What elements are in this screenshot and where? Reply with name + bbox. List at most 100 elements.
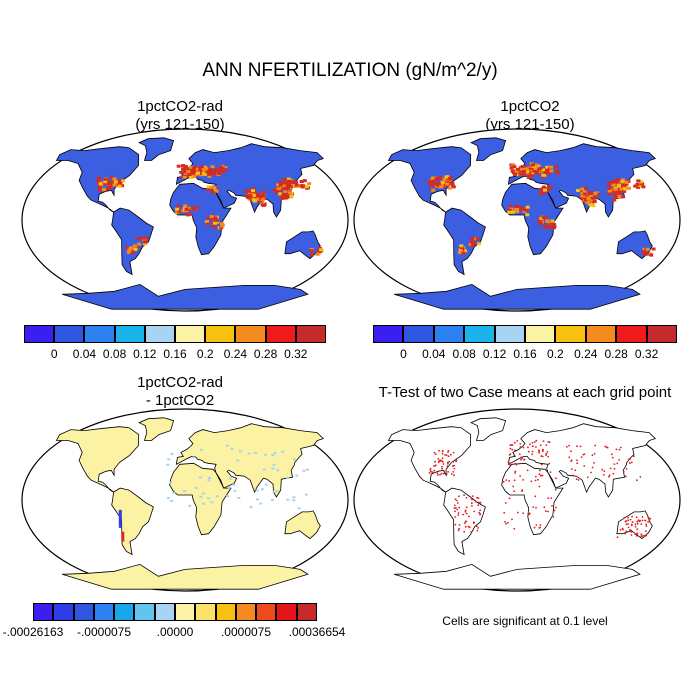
hotspot-cell	[215, 226, 220, 230]
colorbar-swatch	[24, 325, 55, 343]
hotspot-cell	[582, 192, 587, 196]
hotspot-cell	[180, 175, 185, 179]
significance-dot	[621, 527, 624, 530]
significance-dot	[454, 504, 456, 507]
hotspot-cell	[200, 165, 204, 169]
diff-cell	[271, 499, 274, 501]
diff-cell	[292, 458, 296, 461]
hotspot-cell	[617, 195, 622, 198]
significance-dot	[547, 497, 550, 499]
significance-dot	[452, 451, 455, 454]
hotspot-cell	[198, 167, 203, 171]
hotspot-cell	[607, 192, 611, 196]
hotspot-cell	[534, 170, 539, 174]
diff-cell	[199, 495, 203, 498]
diff-cell	[264, 483, 268, 486]
significance-dot	[591, 454, 594, 457]
significance-dot	[462, 513, 465, 516]
hotspot-cell	[459, 246, 464, 250]
significance-dot	[508, 480, 510, 482]
significance-dot	[507, 521, 509, 524]
diff-cell	[202, 502, 205, 505]
hotspot-cell	[517, 170, 522, 174]
significance-dot	[479, 509, 482, 512]
hotspot-cell	[463, 249, 468, 253]
significance-dot	[593, 452, 596, 455]
hotspot-cell	[580, 191, 585, 195]
hotspot-cell	[299, 180, 304, 183]
significance-dot	[572, 474, 574, 477]
significance-dot	[431, 471, 434, 474]
hotspot-cell	[515, 167, 520, 171]
significance-dot	[634, 525, 637, 528]
hotspot-cell	[545, 223, 550, 227]
significance-dot	[450, 473, 453, 475]
significance-dot	[616, 462, 619, 465]
hotspot-cell	[521, 172, 526, 176]
hotspot-cell	[204, 220, 209, 224]
significance-dot	[513, 441, 516, 444]
hotspot-cell	[641, 185, 646, 189]
hotspot-cell	[458, 248, 463, 252]
significance-dot	[535, 439, 538, 442]
significance-dot	[645, 525, 648, 527]
significance-dot	[645, 530, 647, 532]
significance-dot	[458, 506, 461, 509]
significance-dot	[522, 479, 524, 481]
panel-3-title-line2: - 1pctCO2	[145, 392, 215, 409]
significance-dot	[550, 497, 553, 499]
colorbar-tick-label: 0.08	[452, 347, 476, 361]
hotspot-cell	[613, 188, 618, 192]
significance-dot	[519, 443, 522, 445]
hotspot-cell	[438, 176, 443, 180]
hotspot-cell	[181, 164, 185, 168]
hotspot-cell	[288, 184, 293, 188]
hotspot-cell	[261, 190, 266, 194]
diff-cell	[272, 490, 276, 493]
continent-eurasia	[175, 423, 325, 498]
hotspot-cell	[190, 171, 195, 175]
continent-antarctica	[393, 283, 641, 310]
hotspot-cell	[511, 210, 516, 214]
colorbar-swatch	[73, 603, 94, 621]
hotspot-cell	[552, 223, 557, 227]
significance-dot	[476, 529, 479, 532]
continent-antarctica	[61, 283, 309, 310]
significance-dot	[454, 516, 456, 518]
significance-dot	[507, 461, 510, 463]
significance-dot	[542, 440, 545, 442]
hotspot-cell	[607, 189, 612, 193]
hotspot-cell	[457, 251, 462, 254]
significance-dot	[458, 527, 461, 530]
significance-dot	[451, 465, 454, 468]
diff-cell	[271, 467, 275, 470]
significance-dot	[456, 502, 459, 504]
hotspot-cell	[535, 168, 540, 172]
hotspot-cell	[210, 224, 215, 228]
significance-dot	[458, 524, 461, 526]
significance-dot	[479, 501, 482, 504]
significance-dot	[505, 522, 507, 525]
hotspot-cell	[613, 190, 617, 194]
hotspot-cell	[459, 244, 464, 248]
colorbar-swatch	[433, 325, 465, 343]
significance-dot	[641, 519, 644, 522]
colorbar-swatch	[205, 325, 236, 343]
significance-dot	[439, 473, 441, 476]
hotspot-cell	[183, 204, 188, 208]
continent-greenland	[138, 417, 175, 441]
significance-dot	[640, 533, 643, 536]
significance-dot	[503, 511, 506, 514]
significance-dot	[635, 516, 638, 519]
hotspot-cell	[532, 169, 537, 173]
hotspot-cell	[214, 189, 219, 193]
significance-dot	[535, 506, 537, 509]
colorbar-tick-label: 0.16	[163, 347, 187, 361]
significance-dot	[577, 479, 580, 481]
hotspot-cell	[289, 180, 294, 184]
significance-dot	[631, 515, 633, 518]
significance-dot	[511, 448, 514, 451]
significance-dot	[532, 506, 535, 508]
hotspot-cell	[617, 184, 621, 188]
significance-dot	[453, 507, 456, 509]
